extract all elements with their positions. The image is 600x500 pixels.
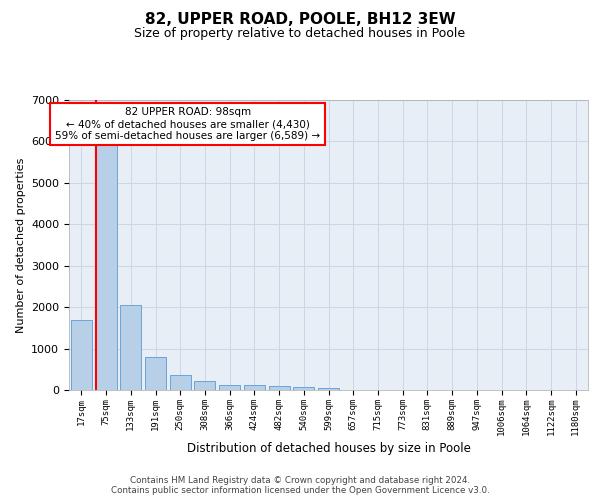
Bar — [71, 320, 92, 390]
Bar — [95, 140, 116, 390]
Text: Size of property relative to detached houses in Poole: Size of property relative to detached ho… — [134, 28, 466, 40]
Text: Contains HM Land Registry data © Crown copyright and database right 2024.
Contai: Contains HM Land Registry data © Crown c… — [110, 476, 490, 495]
Bar — [318, 388, 339, 390]
X-axis label: Distribution of detached houses by size in Poole: Distribution of detached houses by size … — [187, 442, 470, 455]
Text: 82 UPPER ROAD: 98sqm
← 40% of detached houses are smaller (4,430)
59% of semi-de: 82 UPPER ROAD: 98sqm ← 40% of detached h… — [55, 108, 320, 140]
Bar — [293, 387, 314, 390]
Bar — [170, 374, 191, 390]
Text: 82, UPPER ROAD, POOLE, BH12 3EW: 82, UPPER ROAD, POOLE, BH12 3EW — [145, 12, 455, 28]
Bar — [194, 382, 215, 390]
Bar — [244, 386, 265, 390]
Bar — [219, 384, 240, 390]
Bar — [120, 305, 141, 390]
Bar — [269, 386, 290, 390]
Y-axis label: Number of detached properties: Number of detached properties — [16, 158, 26, 332]
Bar — [145, 357, 166, 390]
